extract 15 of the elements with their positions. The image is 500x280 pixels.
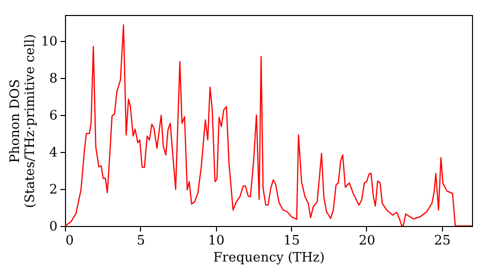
x-tick-label: 25 [434, 234, 451, 248]
x-tick-label: 20 [358, 234, 376, 248]
x-tick-label: 10 [208, 234, 225, 248]
x-tick-label: 15 [283, 234, 300, 248]
y-tick-label: 0 [49, 220, 58, 234]
y-tick-label: 4 [49, 145, 58, 160]
y-axis-title: Phonon DOS (States/THz·primitive cell) [8, 34, 38, 208]
y-tick-label: 6 [49, 108, 58, 124]
x-tick-label: 0 [66, 234, 74, 248]
line-series [65, 24, 472, 226]
x-tick-label: 5 [136, 234, 146, 248]
x-axis-title: Frequency (THz) [213, 250, 325, 266]
y-tick-label: 8 [49, 71, 58, 86]
y-tick-label: 10 [40, 34, 58, 50]
y-tick-label: 2 [49, 182, 58, 198]
